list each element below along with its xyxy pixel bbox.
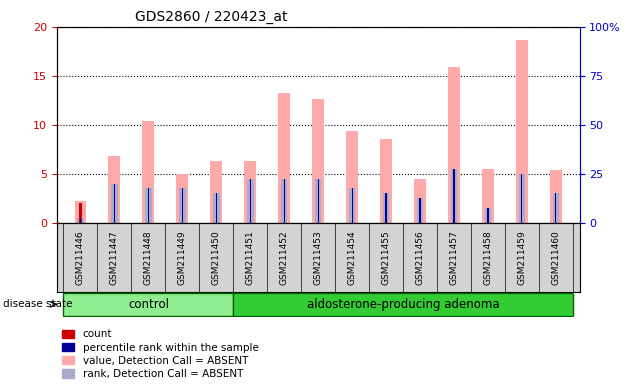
Bar xyxy=(215,194,217,223)
Text: GSM211452: GSM211452 xyxy=(280,230,289,285)
Bar xyxy=(145,189,152,223)
Text: GSM211449: GSM211449 xyxy=(178,230,187,285)
Text: GSM211446: GSM211446 xyxy=(76,230,85,285)
Bar xyxy=(111,184,118,223)
Text: GSM211455: GSM211455 xyxy=(382,230,391,285)
Bar xyxy=(450,169,457,223)
Bar xyxy=(383,194,389,223)
Bar xyxy=(454,169,455,223)
Bar xyxy=(80,218,81,223)
Bar xyxy=(181,189,183,223)
Bar xyxy=(482,169,494,223)
Bar xyxy=(448,67,460,223)
Text: GSM211454: GSM211454 xyxy=(348,230,357,285)
Bar xyxy=(315,179,321,223)
Bar xyxy=(74,201,86,223)
Text: control: control xyxy=(128,298,169,311)
Bar xyxy=(108,156,120,223)
Bar xyxy=(318,179,319,223)
Bar xyxy=(176,174,188,223)
Bar xyxy=(550,170,562,223)
Text: GSM211450: GSM211450 xyxy=(212,230,220,285)
Text: GSM211447: GSM211447 xyxy=(110,230,119,285)
Text: GSM211451: GSM211451 xyxy=(246,230,255,285)
Bar xyxy=(352,189,353,223)
Bar xyxy=(64,293,233,316)
Bar xyxy=(77,218,84,223)
Text: disease state: disease state xyxy=(3,299,72,310)
Bar xyxy=(284,179,285,223)
Bar xyxy=(213,194,219,223)
Bar xyxy=(555,194,556,223)
Bar xyxy=(349,189,355,223)
Bar xyxy=(414,179,426,223)
Bar xyxy=(278,93,290,223)
Bar xyxy=(380,139,392,223)
Bar xyxy=(249,179,251,223)
Bar xyxy=(244,161,256,223)
Bar xyxy=(148,189,149,223)
Text: aldosterone-producing adenoma: aldosterone-producing adenoma xyxy=(307,298,500,311)
Bar xyxy=(142,121,154,223)
Bar xyxy=(386,194,387,223)
Text: GSM211459: GSM211459 xyxy=(517,230,527,285)
Bar xyxy=(79,203,81,223)
Bar xyxy=(233,293,573,316)
Bar xyxy=(281,179,287,223)
Text: GSM211448: GSM211448 xyxy=(144,230,153,285)
Bar xyxy=(247,179,253,223)
Bar xyxy=(516,40,528,223)
Bar xyxy=(312,99,324,223)
Text: GSM211453: GSM211453 xyxy=(314,230,323,285)
Bar xyxy=(484,208,491,223)
Bar xyxy=(346,131,358,223)
Legend: count, percentile rank within the sample, value, Detection Call = ABSENT, rank, : count, percentile rank within the sample… xyxy=(62,329,259,379)
Text: GDS2860 / 220423_at: GDS2860 / 220423_at xyxy=(135,10,288,25)
Bar xyxy=(417,198,423,223)
Text: GSM211458: GSM211458 xyxy=(483,230,493,285)
Bar xyxy=(210,161,222,223)
Bar xyxy=(114,184,115,223)
Text: GSM211456: GSM211456 xyxy=(416,230,425,285)
Bar xyxy=(521,174,522,223)
Bar xyxy=(518,174,525,223)
Text: GSM211457: GSM211457 xyxy=(449,230,459,285)
Bar xyxy=(179,189,186,223)
Text: GSM211460: GSM211460 xyxy=(551,230,560,285)
Bar xyxy=(420,198,421,223)
Bar xyxy=(553,194,559,223)
